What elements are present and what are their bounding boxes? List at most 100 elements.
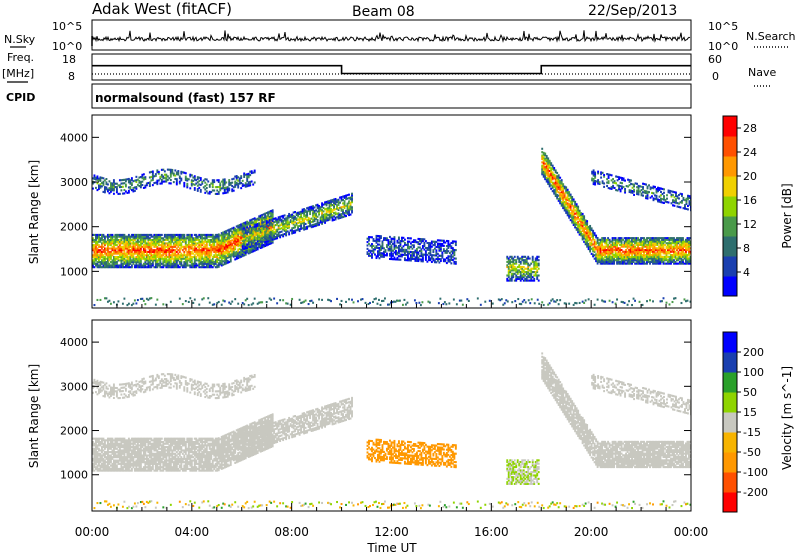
power-cell <box>177 240 180 243</box>
power-cell <box>114 259 117 262</box>
power-cell <box>316 205 319 208</box>
power-cell <box>127 257 130 260</box>
power-cell <box>412 257 415 261</box>
power-cell <box>312 225 315 228</box>
power-cell <box>560 201 563 204</box>
power-cell <box>277 218 280 221</box>
power-cell <box>243 174 246 177</box>
power-cell <box>595 236 598 239</box>
power-cell <box>271 231 274 234</box>
power-cell <box>237 179 240 182</box>
power-cell <box>163 173 166 176</box>
power-cell <box>322 203 325 206</box>
power-cell <box>150 259 153 262</box>
power-cell <box>616 262 619 265</box>
power-cell <box>264 230 267 233</box>
power-cell <box>583 227 586 230</box>
power-cell <box>550 170 553 173</box>
power-cell <box>528 269 531 272</box>
power-cell <box>235 175 238 178</box>
power-cell <box>195 266 198 269</box>
power-cell <box>127 238 130 242</box>
power-cell <box>199 178 202 181</box>
power-cell <box>210 190 213 194</box>
power-cell <box>417 258 420 261</box>
power-cell <box>512 269 515 272</box>
power-cell <box>644 257 647 260</box>
power-cell <box>261 221 264 224</box>
power-cell <box>169 168 172 171</box>
power-cell <box>166 238 169 242</box>
power-cell <box>593 233 596 236</box>
power-cell <box>664 243 666 246</box>
power-cell <box>661 245 663 248</box>
power-cell <box>108 192 111 195</box>
power-cell <box>93 245 96 248</box>
power-cell <box>596 240 599 243</box>
power-cell <box>222 255 225 258</box>
power-cell <box>127 255 130 259</box>
power-cell <box>372 248 375 251</box>
power-cell <box>147 255 150 259</box>
power-cell <box>635 238 638 241</box>
power-cell <box>156 249 159 252</box>
power-cell <box>596 247 599 250</box>
power-cell <box>231 252 234 255</box>
power-cell <box>186 235 189 238</box>
power-cell <box>223 183 226 186</box>
power-cell <box>136 242 139 245</box>
power-cell <box>322 220 325 223</box>
power-cell <box>160 257 163 260</box>
power-cell <box>93 176 96 179</box>
power-cell <box>436 256 439 259</box>
power-cell <box>409 250 412 254</box>
power-cell <box>144 238 147 242</box>
power-cell <box>562 203 565 206</box>
power-cell <box>220 249 223 252</box>
power-cell <box>556 197 559 200</box>
power-cell <box>190 174 193 177</box>
power-cell <box>574 219 577 222</box>
power-cell <box>111 237 114 240</box>
power-cell <box>246 183 249 186</box>
power-cell <box>599 252 602 255</box>
power-cell <box>643 238 645 241</box>
power-cell <box>638 242 641 245</box>
power-cell <box>166 262 169 265</box>
power-cell <box>580 217 583 220</box>
power-cell <box>427 259 430 262</box>
power-cell <box>336 212 338 215</box>
power-cell <box>92 237 94 240</box>
power-cell <box>175 264 178 267</box>
power-cell <box>106 247 109 250</box>
power-cell <box>324 208 327 211</box>
power-cell <box>264 229 267 232</box>
power-cell <box>225 238 228 241</box>
power-cell <box>556 188 559 191</box>
power-cell <box>601 240 604 243</box>
power-cell <box>148 184 151 188</box>
power-cell <box>319 206 322 209</box>
power-cell <box>637 262 639 265</box>
power-cell <box>199 252 202 255</box>
power-cell <box>159 177 162 180</box>
power-cell <box>255 243 258 247</box>
power-cell <box>559 197 562 200</box>
power-cell <box>159 255 162 259</box>
power-cell <box>321 222 324 225</box>
power-cell <box>400 236 403 239</box>
power-cell <box>264 222 267 225</box>
power-cell <box>550 167 553 170</box>
power-cell <box>433 261 436 264</box>
power-cell <box>138 264 141 267</box>
power-cell <box>584 239 587 242</box>
power-cell <box>142 249 145 252</box>
power-cell <box>94 249 97 252</box>
power-cell <box>312 205 315 208</box>
power-cell <box>232 236 235 240</box>
nsearch-label: N.Search <box>746 30 796 43</box>
power-cell <box>330 211 332 214</box>
power-cell <box>393 236 396 239</box>
power-cell <box>244 232 247 235</box>
power-cell <box>211 180 214 184</box>
